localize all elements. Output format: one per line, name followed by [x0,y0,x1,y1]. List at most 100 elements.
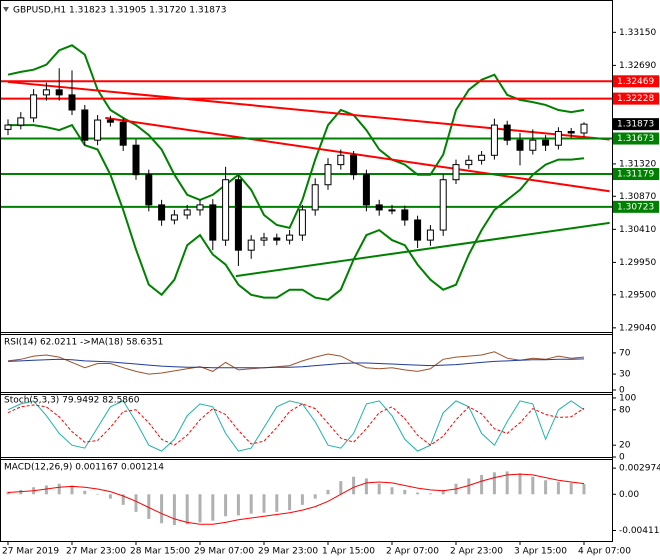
candle-body [465,159,473,166]
histogram-bar [480,474,484,495]
series-line [7,403,585,446]
histogram-bar [96,494,100,495]
candle-body [4,124,12,130]
histogram-bar [160,494,164,524]
price-label: 1.31873 [617,120,654,130]
candle-body [567,131,575,134]
histogram-bar [505,471,509,495]
histogram-bar [275,494,279,512]
candle-body [132,144,140,176]
histogram-bar [518,473,522,495]
level-label: 1.32469 [617,77,654,87]
histogram-bar [249,494,253,514]
symbol-icon [3,7,9,12]
histogram-bar [364,478,368,495]
trend-line [105,116,610,193]
candle-body [183,209,191,216]
x-tick-label: 28 Mar 15:00 [130,547,190,557]
histogram-bar [147,494,151,519]
histogram-bar [416,492,420,495]
x-tick-label: 1 Apr 15:00 [322,547,375,557]
histogram-bar [44,485,48,495]
plot-area [1,44,612,526]
candle-body [196,204,204,211]
histogram-bar [531,476,535,495]
y-tick-label: 20 [619,441,631,451]
x-tick-label: 27 Mar 23:00 [66,547,126,557]
series-line [7,400,585,452]
candle-body [260,237,268,241]
histogram-bar [198,494,202,523]
histogram-bar [492,472,496,495]
price-box [613,118,659,131]
candle-body [247,239,255,251]
level-box [613,132,659,145]
level-box [613,92,659,105]
histogram-bar [121,494,125,505]
candle-body [106,119,114,123]
y-tick-label: 1.31320 [619,159,656,169]
level-box [613,75,659,88]
y-tick-label: 1.30410 [619,225,656,235]
y-tick-label: 1.33150 [619,28,656,38]
candle-body [426,229,434,241]
histogram-bar [441,489,445,495]
histogram-bar [544,480,548,495]
series-line [7,358,585,369]
y-tick-label: 80 [619,405,631,415]
y-tick-label: 1.29950 [619,258,656,268]
histogram-bar [326,489,330,495]
candle-body [170,214,178,221]
histogram-bar [70,485,74,495]
rsi-title: RSI(14) 62.0211 ->MA(18) 58.6351 [4,338,163,348]
candle-body [503,124,511,141]
histogram-bar [467,478,471,495]
candle-body [273,237,281,241]
histogram-bar [57,483,61,495]
candle-body [209,204,217,241]
y-tick-label: 1.32690 [619,61,656,71]
histogram-bar [6,491,10,495]
histogram-bar [224,494,228,517]
series-line [7,351,585,375]
candle-body [401,209,409,221]
candle-body [478,154,486,161]
x-tick-label: 3 Apr 15:00 [514,547,567,557]
y-tick-label: 100 [619,393,636,403]
histogram-bar [428,493,432,495]
candle-body [158,204,166,221]
candle-body [362,174,370,206]
candle-body [17,117,25,126]
candle-body [119,121,127,146]
trend-line [235,221,610,278]
stoch-title: Stoch(5,3,3) 79.9492 82.5860 [4,396,140,406]
histogram-bar [569,482,573,495]
y-tick-label: 1.29500 [619,290,656,300]
y-tick-label: 0 [619,386,625,396]
candle-body [580,123,588,134]
level-label: 1.32228 [617,94,654,104]
histogram-bar [108,494,112,499]
candle-body [350,154,358,176]
histogram-bar [288,494,292,511]
candle-body [68,94,76,111]
histogram-bar [236,494,240,516]
x-tick-label: 2 Apr 07:00 [386,547,439,557]
candle-body [542,139,550,146]
candle-body [286,234,294,241]
frame [0,0,613,542]
candle-body [529,139,537,151]
histogram-bar [262,494,266,513]
candle-body [81,109,89,141]
y-tick-label: 1.29040 [619,323,656,333]
histogram-bar [339,481,343,495]
macd-title: MACD(12,26,9) 0.001167 0.001214 [4,463,164,473]
level-box [613,200,659,213]
candle-body [42,89,50,96]
candle-body [388,209,396,212]
y-tick-label: -0.004117 [619,526,660,536]
chart-title: GBPUSD,H1 1.31823 1.31905 1.31720 1.3187… [13,6,226,16]
series-line [8,123,585,301]
level-label: 1.30723 [617,202,654,212]
